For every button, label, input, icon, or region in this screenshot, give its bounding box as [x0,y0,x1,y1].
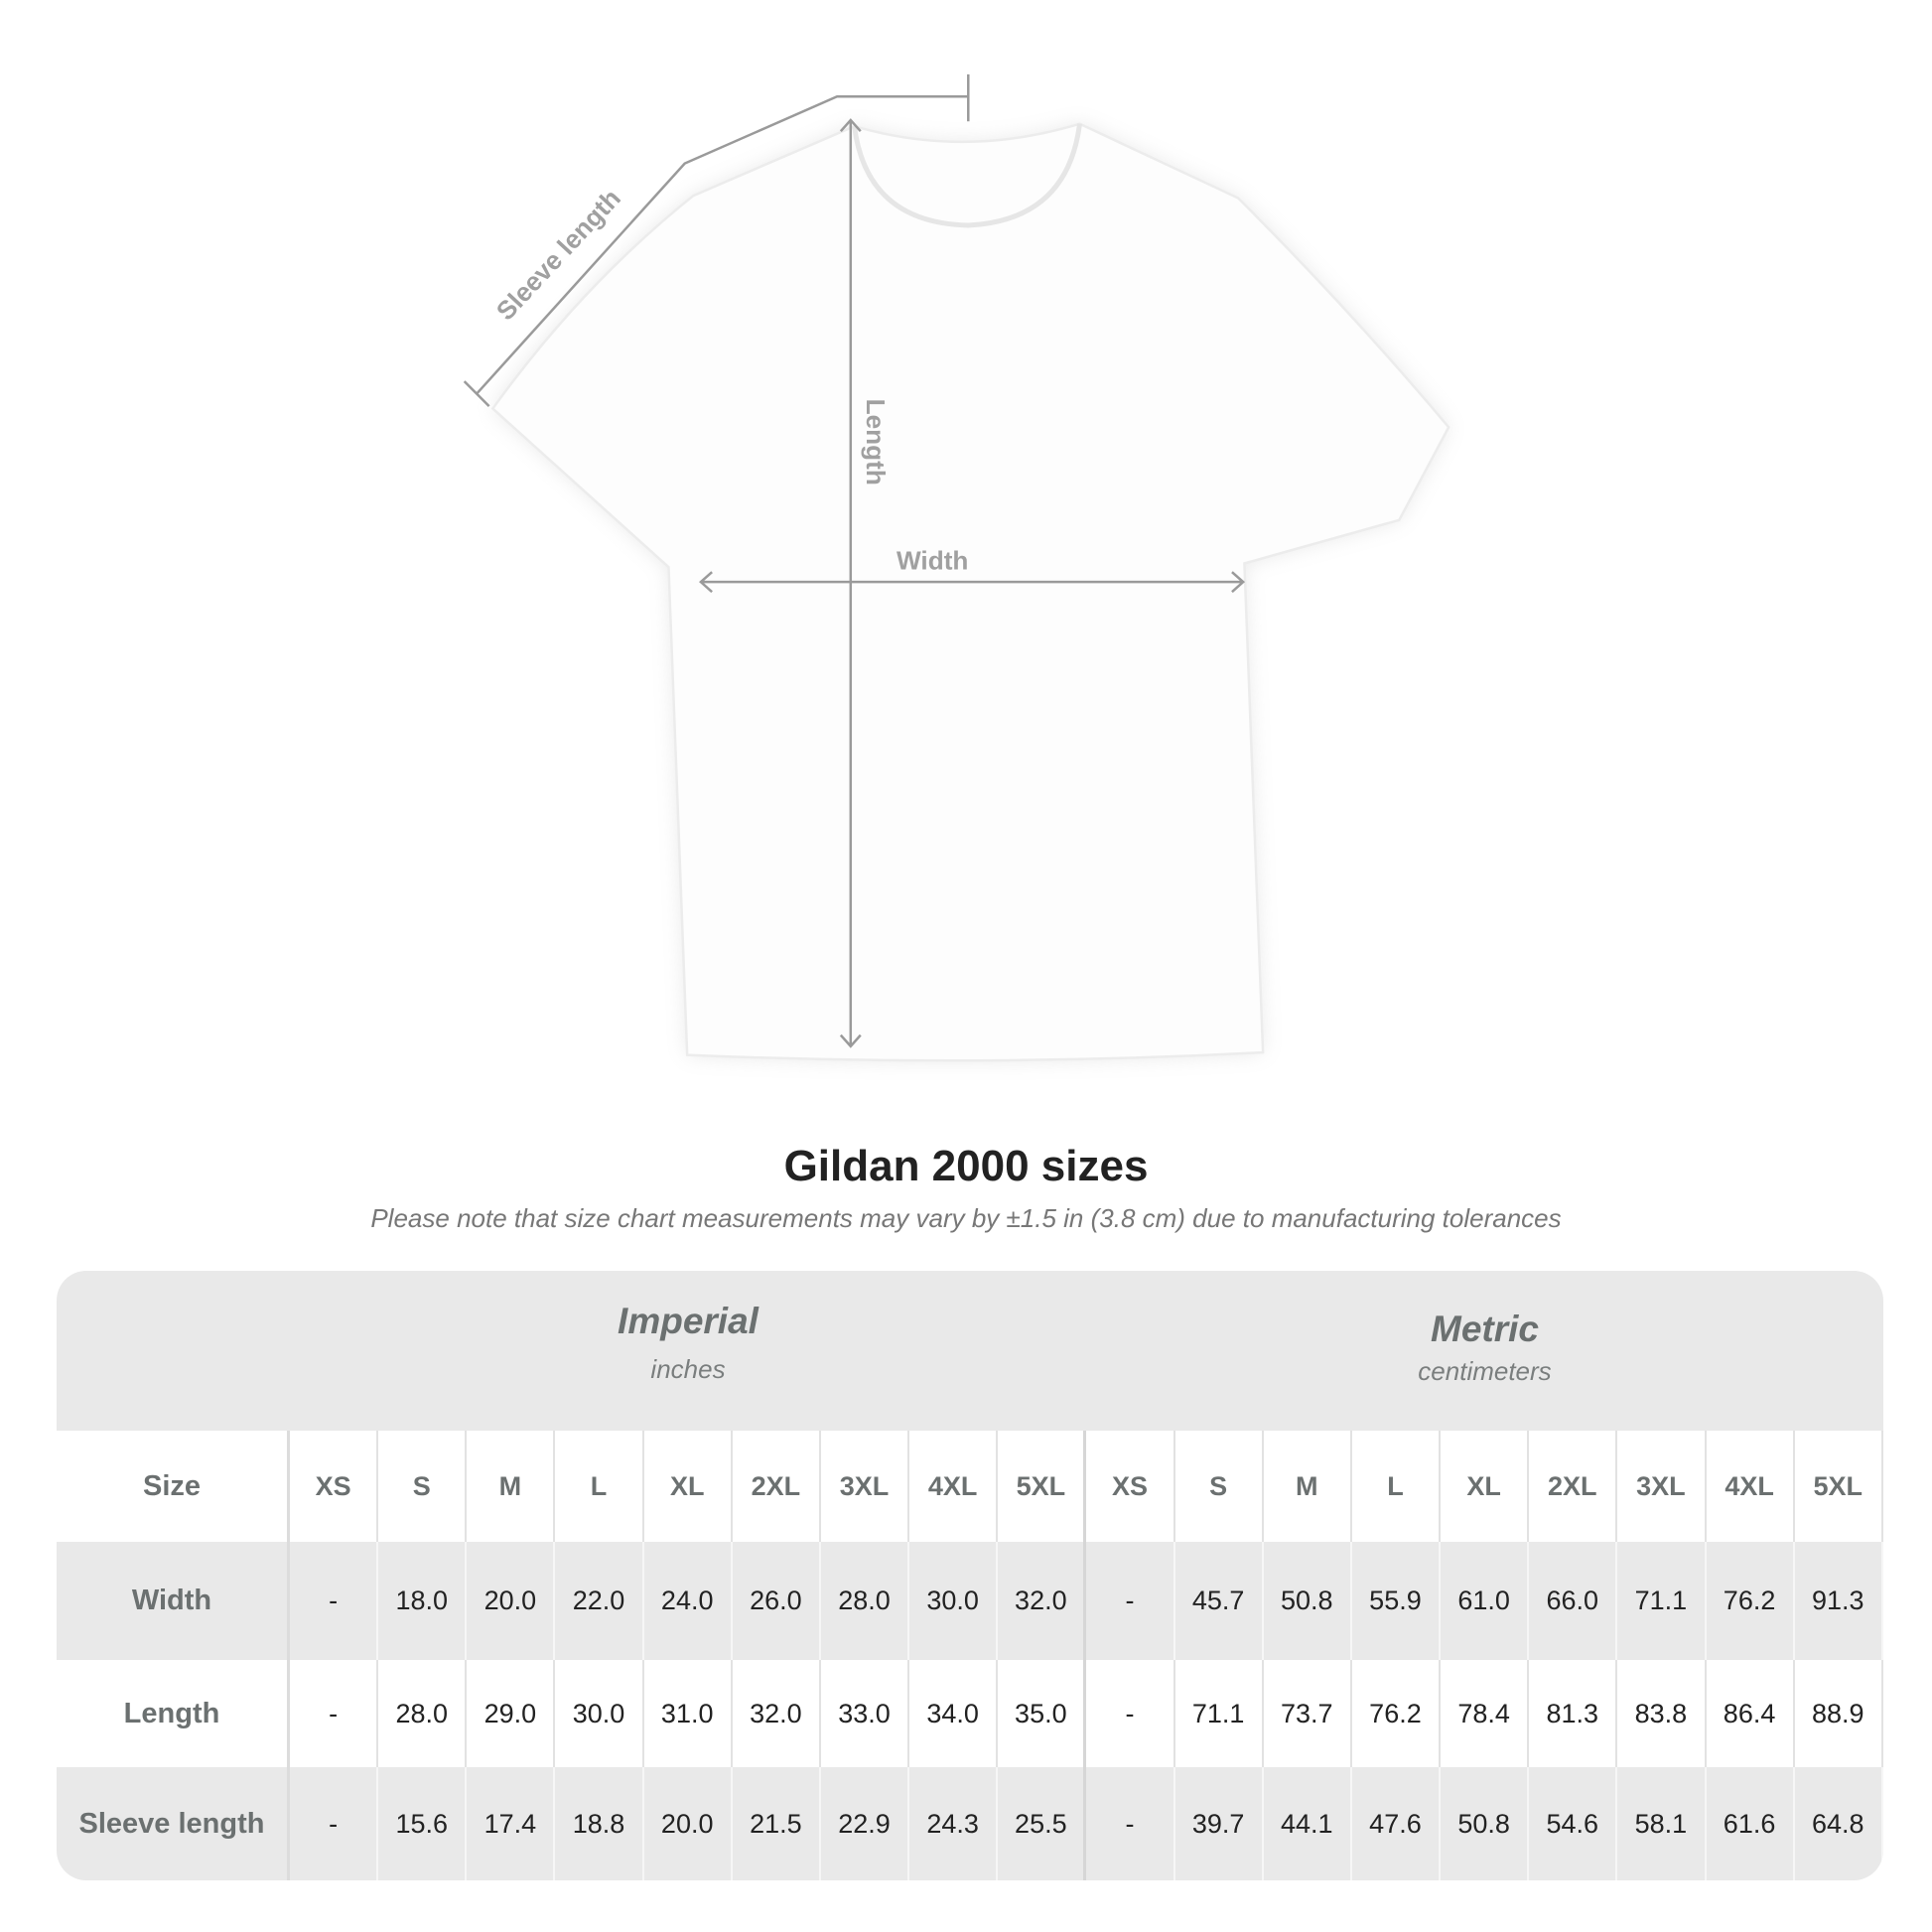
size-header: S [1175,1431,1264,1542]
table-cell: - [1086,1542,1175,1660]
size-header: L [1352,1431,1442,1542]
table-cell: 66.0 [1529,1542,1618,1660]
table-cell: - [290,1660,379,1767]
table-cell: 34.0 [909,1660,999,1767]
table-cell: 17.4 [467,1767,556,1880]
metric-unit: centimeters [1418,1356,1552,1386]
table-cell: 86.4 [1707,1660,1795,1767]
metric-title: Metric [1431,1309,1539,1349]
table-cell: 28.0 [821,1542,910,1660]
size-header: 3XL [821,1431,910,1542]
table-cell: 26.0 [733,1542,821,1660]
metric-group: Metric centimeters [1086,1309,1883,1387]
table-cell: 28.0 [378,1660,468,1767]
size-header: S [378,1431,468,1542]
size-row: Size XS S M L XL 2XL 3XL 4XL 5XL XS S M L XL 2XL 3XL 4XL 5… [57,1431,1883,1542]
row-label: Width [57,1542,290,1660]
length-label: Length [861,399,891,485]
size-header: 2XL [1529,1431,1618,1542]
table-cell: 47.6 [1352,1767,1442,1880]
table-cell: 15.6 [378,1767,468,1880]
table-cell: - [1086,1767,1175,1880]
table-cell: 24.3 [909,1767,999,1880]
table-cell: 33.0 [821,1660,910,1767]
table-cell: 64.8 [1795,1767,1883,1880]
table-cell: - [1086,1660,1175,1767]
table-cell: 71.1 [1617,1542,1707,1660]
table-cell: 18.8 [555,1767,644,1880]
size-header: 5XL [998,1431,1087,1542]
table-cell: 83.8 [1617,1660,1707,1767]
table-cell: 71.1 [1175,1660,1264,1767]
table-cell: 29.0 [467,1660,556,1767]
row-label: Length [57,1660,290,1767]
imperial-title: Imperial [618,1301,759,1341]
tshirt-diagram: Sleeve length Length Width [463,73,1450,1062]
table-row: Length -28.0 29.0 30.0 31.0 32.0 33.0 34.0 35.0-… [57,1660,1883,1767]
page-title: Gildan 2000 sizes [783,1142,1149,1190]
table-cell: 45.7 [1175,1542,1264,1660]
table-cell: 32.0 [733,1660,821,1767]
size-header: XS [1086,1431,1175,1542]
table-row: Width -18.0 20.0 22.0 24.0 26.0 28.0 30.0 32.0-4… [57,1542,1883,1660]
table-cell: 32.0 [998,1542,1087,1660]
table-cell: 25.5 [998,1767,1087,1880]
size-header: 4XL [909,1431,999,1542]
table-cell: 76.2 [1352,1660,1442,1767]
table-cell: 81.3 [1529,1660,1618,1767]
table-cell: 21.5 [733,1767,821,1880]
collar [852,123,1083,228]
table-cell: 31.0 [644,1660,733,1767]
table-cell: 58.1 [1617,1767,1707,1880]
width-label: Width [897,546,968,576]
table-cell: 78.4 [1441,1660,1530,1767]
table-cell: 61.6 [1707,1767,1795,1880]
tolerance-note: Please note that size chart measurements… [370,1203,1562,1233]
table-cell: - [290,1767,379,1880]
table-cell: 76.2 [1707,1542,1795,1660]
size-header: 5XL [1795,1431,1883,1542]
table-cell: 22.0 [555,1542,644,1660]
table-cell: - [290,1542,379,1660]
imperial-unit: inches [650,1354,726,1384]
size-header: 4XL [1707,1431,1795,1542]
table-cell: 88.9 [1795,1660,1883,1767]
table-header: Imperial inches Metric centimeters [57,1271,1883,1431]
table-cell: 20.0 [644,1767,733,1880]
table-cell: 50.8 [1264,1542,1352,1660]
table-row: Sleeve length -15.6 17.4 18.8 20.0 21.5 22.9 24… [57,1767,1883,1880]
table-cell: 54.6 [1529,1767,1618,1880]
table-cell: 39.7 [1175,1767,1264,1880]
imperial-group: Imperial inches [290,1301,1086,1385]
table-cell: 50.8 [1441,1767,1530,1880]
table-cell: 55.9 [1352,1542,1442,1660]
width-dimension-line [699,571,1246,594]
table-cell: 73.7 [1264,1660,1352,1767]
table-cell: 91.3 [1795,1542,1883,1660]
table-cell: 61.0 [1441,1542,1530,1660]
size-header: L [555,1431,644,1542]
sleeve-dimension-line [463,73,970,407]
table-cell: 22.9 [821,1767,910,1880]
size-header: 3XL [1617,1431,1707,1542]
table-cell: 30.0 [555,1660,644,1767]
size-table: Imperial inches Metric centimeters Size X… [57,1271,1883,1880]
table-cell: 30.0 [909,1542,999,1660]
table-cell: 35.0 [998,1660,1087,1767]
size-header-label: Size [57,1431,290,1542]
size-header: XL [644,1431,733,1542]
tshirt [490,122,1450,1062]
size-header: XS [290,1431,379,1542]
table-cell: 24.0 [644,1542,733,1660]
size-header: M [1264,1431,1352,1542]
table-cell: 18.0 [378,1542,468,1660]
row-label: Sleeve length [57,1767,290,1880]
size-header: M [467,1431,556,1542]
size-header: XL [1441,1431,1530,1542]
table-cell: 44.1 [1264,1767,1352,1880]
table-cell: 20.0 [467,1542,556,1660]
size-header: 2XL [733,1431,821,1542]
